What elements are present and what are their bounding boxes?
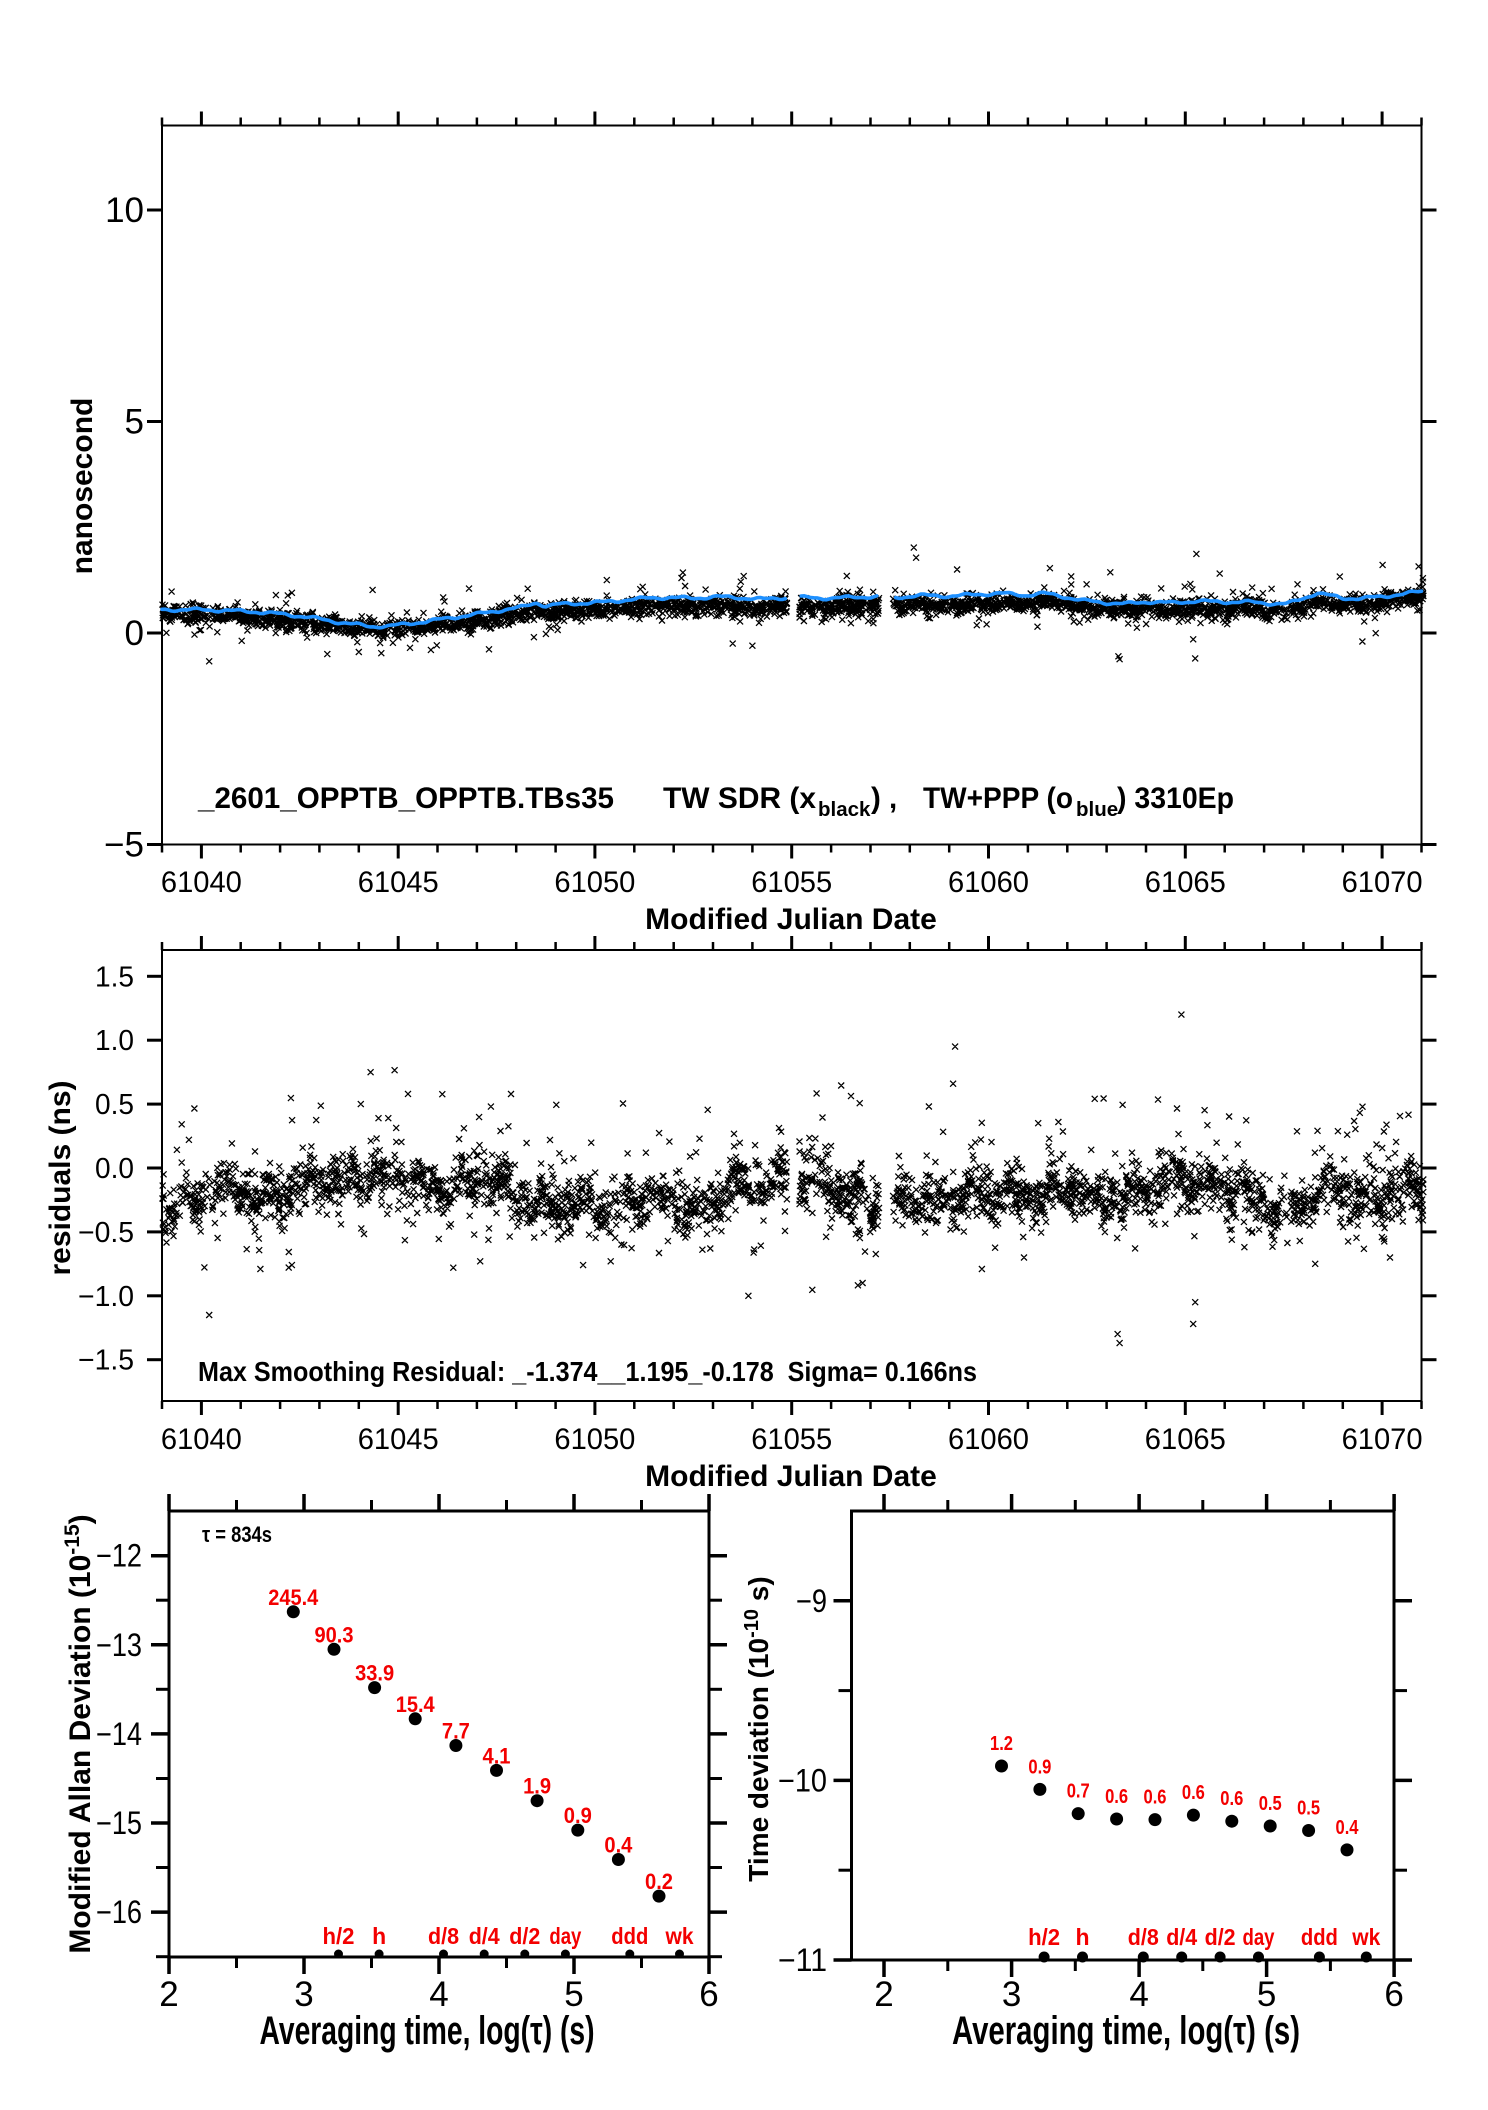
svg-text:4: 4 bbox=[1129, 1975, 1148, 2014]
svg-text:0.0: 0.0 bbox=[95, 1153, 134, 1185]
svg-text:ddd: ddd bbox=[1301, 1924, 1338, 1950]
svg-text:4.1: 4.1 bbox=[483, 1743, 511, 1768]
svg-text:61065: 61065 bbox=[1145, 1423, 1226, 1456]
svg-text:−13: −13 bbox=[96, 1627, 142, 1663]
svg-text:5: 5 bbox=[564, 1975, 583, 2014]
svg-text:61040: 61040 bbox=[161, 866, 242, 899]
svg-text:d/4: d/4 bbox=[1166, 1924, 1197, 1950]
svg-text:_2601_OPPTB_OPPTB.TBs35: _2601_OPPTB_OPPTB.TBs35 bbox=[197, 782, 614, 815]
svg-text:0.5: 0.5 bbox=[1259, 1793, 1282, 1815]
svg-text:3: 3 bbox=[294, 1975, 313, 2014]
svg-text:τ = 834s: τ = 834s bbox=[202, 1522, 272, 1547]
svg-text:3: 3 bbox=[1002, 1975, 1021, 2014]
svg-text:61040: 61040 bbox=[161, 1423, 242, 1456]
svg-text:wk: wk bbox=[665, 1923, 694, 1949]
svg-text:h: h bbox=[372, 1923, 386, 1949]
svg-text:7.7: 7.7 bbox=[442, 1719, 470, 1744]
svg-text:d/2: d/2 bbox=[1205, 1924, 1236, 1950]
svg-text:Max Smoothing Residual: _-1.37: Max Smoothing Residual: _-1.374__1.195_-… bbox=[198, 1356, 977, 1387]
svg-text:61045: 61045 bbox=[358, 866, 439, 899]
svg-text:ddd: ddd bbox=[611, 1923, 648, 1949]
svg-text:6: 6 bbox=[699, 1975, 718, 2014]
svg-text:d/4: d/4 bbox=[469, 1923, 500, 1949]
svg-text:Averaging time, log(τ) (s): Averaging time, log(τ) (s) bbox=[952, 2009, 1300, 2053]
svg-text:Modified Allan Deviation (10-1: Modified Allan Deviation (10-15) bbox=[61, 1514, 97, 1953]
svg-text:0.9: 0.9 bbox=[564, 1803, 592, 1828]
svg-text:2: 2 bbox=[159, 1975, 178, 2014]
svg-text:0.6: 0.6 bbox=[1182, 1782, 1205, 1804]
svg-text:0.6: 0.6 bbox=[1220, 1788, 1243, 1810]
svg-text:0.4: 0.4 bbox=[1336, 1817, 1360, 1839]
svg-text:61045: 61045 bbox=[358, 1423, 439, 1456]
svg-text:15.4: 15.4 bbox=[396, 1692, 436, 1717]
svg-text:61065: 61065 bbox=[1145, 866, 1226, 899]
svg-text:nanosecond: nanosecond bbox=[66, 398, 99, 575]
svg-text:−9: −9 bbox=[796, 1583, 827, 1619]
svg-text:0.7: 0.7 bbox=[1067, 1781, 1090, 1803]
svg-text:90.3: 90.3 bbox=[315, 1622, 354, 1647]
svg-text:blue: blue bbox=[1076, 798, 1118, 821]
svg-text:−10: −10 bbox=[778, 1762, 827, 1798]
svg-text:61070: 61070 bbox=[1342, 1423, 1423, 1456]
svg-text:day: day bbox=[549, 1923, 581, 1949]
svg-text:61060: 61060 bbox=[948, 866, 1029, 899]
svg-text:61050: 61050 bbox=[554, 866, 635, 899]
svg-text:TW+PPP (o: TW+PPP (o bbox=[923, 782, 1073, 815]
svg-text:0.6: 0.6 bbox=[1105, 1786, 1128, 1808]
svg-text:−12: −12 bbox=[96, 1538, 142, 1574]
svg-text:residuals (ns): residuals (ns) bbox=[44, 1080, 77, 1275]
svg-text:5: 5 bbox=[1257, 1975, 1276, 2014]
svg-text:61060: 61060 bbox=[948, 1423, 1029, 1456]
svg-text:2: 2 bbox=[874, 1975, 893, 2014]
svg-text:4: 4 bbox=[429, 1975, 448, 2014]
svg-text:−16: −16 bbox=[96, 1894, 142, 1930]
svg-text:6: 6 bbox=[1384, 1975, 1403, 2014]
svg-text:1.9: 1.9 bbox=[523, 1774, 551, 1799]
svg-text:) 3310Ep: ) 3310Ep bbox=[1117, 782, 1234, 815]
svg-text:d/8: d/8 bbox=[428, 1923, 459, 1949]
svg-text:TW SDR (x: TW SDR (x bbox=[663, 782, 817, 815]
svg-text:−11: −11 bbox=[778, 1942, 827, 1978]
svg-text:−5: −5 bbox=[104, 826, 144, 865]
svg-text:0.2: 0.2 bbox=[645, 1869, 673, 1894]
svg-text:33.9: 33.9 bbox=[355, 1661, 394, 1686]
svg-text:black: black bbox=[818, 798, 871, 821]
svg-text:0.5: 0.5 bbox=[95, 1089, 134, 1121]
svg-text:−14: −14 bbox=[96, 1716, 142, 1752]
svg-text:0.6: 0.6 bbox=[1144, 1787, 1167, 1809]
svg-text:61055: 61055 bbox=[751, 866, 832, 899]
svg-text:h/2: h/2 bbox=[1028, 1924, 1060, 1950]
svg-text:−0.5: −0.5 bbox=[78, 1217, 134, 1249]
svg-text:Modified Julian Date: Modified Julian Date bbox=[645, 903, 937, 936]
svg-text:61050: 61050 bbox=[554, 1423, 635, 1456]
svg-text:d/2: d/2 bbox=[509, 1923, 540, 1949]
svg-text:245.4: 245.4 bbox=[268, 1585, 319, 1610]
svg-text:0.5: 0.5 bbox=[1297, 1798, 1320, 1820]
svg-text:0.4: 0.4 bbox=[604, 1833, 633, 1858]
svg-text:−1.0: −1.0 bbox=[78, 1281, 134, 1313]
svg-text:) ,: ) , bbox=[871, 782, 897, 815]
svg-text:1.5: 1.5 bbox=[95, 961, 134, 993]
svg-text:1.0: 1.0 bbox=[95, 1025, 134, 1057]
svg-text:5: 5 bbox=[125, 403, 144, 442]
svg-text:61070: 61070 bbox=[1342, 866, 1423, 899]
svg-text:Modified Julian Date: Modified Julian Date bbox=[645, 1460, 937, 1493]
svg-text:day: day bbox=[1243, 1924, 1275, 1950]
svg-text:h: h bbox=[1075, 1924, 1089, 1950]
svg-text:wk: wk bbox=[1351, 1924, 1380, 1950]
svg-text:Averaging time, log(τ) (s): Averaging time, log(τ) (s) bbox=[260, 2009, 595, 2053]
svg-text:10: 10 bbox=[105, 191, 144, 230]
svg-text:−1.5: −1.5 bbox=[78, 1345, 134, 1377]
svg-text:61055: 61055 bbox=[751, 1423, 832, 1456]
svg-text:h/2: h/2 bbox=[323, 1923, 355, 1949]
svg-text:0: 0 bbox=[125, 614, 144, 653]
svg-text:0.9: 0.9 bbox=[1028, 1756, 1051, 1778]
svg-text:−15: −15 bbox=[96, 1805, 142, 1841]
svg-text:d/8: d/8 bbox=[1128, 1924, 1159, 1950]
svg-text:1.2: 1.2 bbox=[990, 1733, 1013, 1755]
